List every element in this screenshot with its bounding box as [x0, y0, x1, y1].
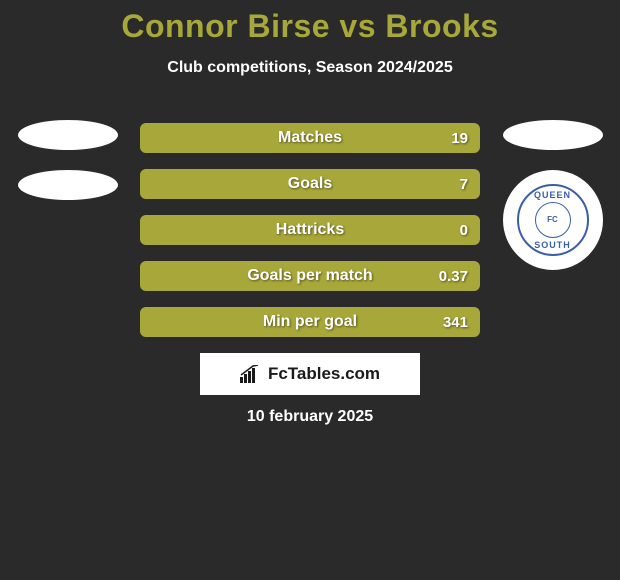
stat-bars: Matches 19 Goals 7 Hattricks 0 Goals per… — [140, 123, 480, 337]
crest-top-text: QUEEN — [534, 190, 571, 200]
stat-row-matches: Matches 19 — [140, 123, 480, 153]
stat-label: Goals — [288, 175, 332, 193]
stat-row-hattricks: Hattricks 0 — [140, 215, 480, 245]
stat-row-min-per-goal: Min per goal 341 — [140, 307, 480, 337]
stat-value: 341 — [443, 314, 468, 331]
stat-label: Min per goal — [263, 313, 357, 331]
right-team-badges: QUEEN FC SOUTH — [495, 120, 610, 270]
subtitle: Club competitions, Season 2024/2025 — [0, 59, 620, 77]
bar-chart-icon — [240, 365, 262, 383]
left-badge-1 — [18, 120, 118, 150]
crest-bottom-text: SOUTH — [534, 240, 571, 250]
right-badge-1 — [503, 120, 603, 150]
club-crest: QUEEN FC SOUTH — [503, 170, 603, 270]
stat-row-goals: Goals 7 — [140, 169, 480, 199]
logo-text: FcTables.com — [268, 364, 380, 384]
date-text: 10 february 2025 — [0, 408, 620, 426]
stat-value: 0.37 — [439, 268, 468, 285]
page-title: Connor Birse vs Brooks — [0, 0, 620, 45]
stat-label: Hattricks — [276, 221, 344, 239]
left-badge-2 — [18, 170, 118, 200]
stat-value: 0 — [460, 222, 468, 239]
stat-value: 19 — [451, 130, 468, 147]
left-team-badges — [10, 120, 125, 200]
stat-row-goals-per-match: Goals per match 0.37 — [140, 261, 480, 291]
fctables-logo[interactable]: FcTables.com — [200, 353, 420, 395]
stat-value: 7 — [460, 176, 468, 193]
stat-label: Goals per match — [247, 267, 372, 285]
crest-center: FC — [535, 202, 571, 238]
stat-label: Matches — [278, 129, 342, 147]
